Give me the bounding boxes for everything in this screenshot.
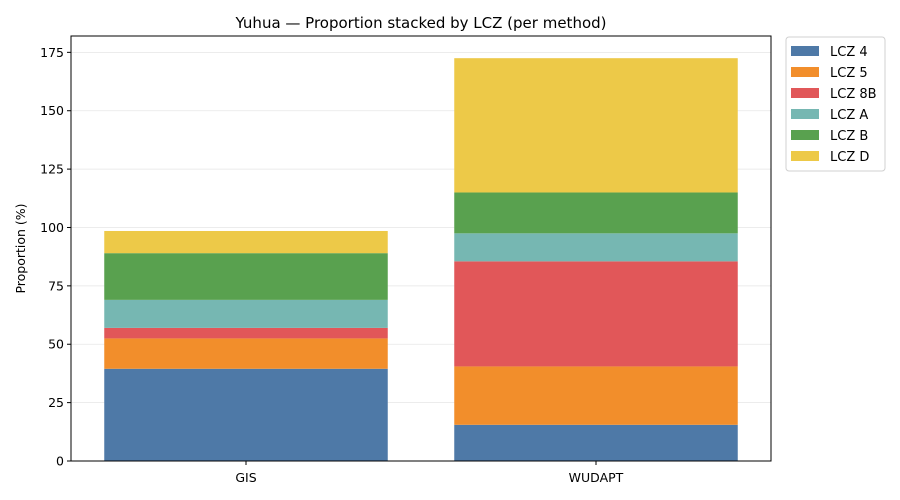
bar-segment-wudapt-lcz-8b xyxy=(454,261,738,367)
legend-label: LCZ D xyxy=(830,150,869,165)
legend-label: LCZ B xyxy=(830,129,868,144)
x-tick-label: WUDAPT xyxy=(569,470,624,485)
plot-frame xyxy=(70,35,772,462)
legend-label: LCZ 8B xyxy=(830,87,877,102)
y-tick-label: 175 xyxy=(40,45,64,60)
y-tick-label: 25 xyxy=(48,395,64,410)
bar-segment-gis-lcz-8b xyxy=(104,327,388,339)
bar-segment-gis-lcz-d xyxy=(104,230,388,254)
legend-label: LCZ A xyxy=(830,108,868,123)
bars xyxy=(104,58,738,461)
legend-swatch xyxy=(791,109,819,119)
y-axis-title: Proportion (%) xyxy=(13,203,28,293)
legend-swatch xyxy=(791,88,819,98)
y-axis-ticks: 0 25 50 75 100 125 150 175 xyxy=(40,45,71,469)
legend-swatch xyxy=(791,67,819,77)
bar-segment-wudapt-lcz-5 xyxy=(454,366,738,425)
legend-swatch xyxy=(791,130,819,140)
y-tick-label: 50 xyxy=(48,337,64,352)
legend-swatch xyxy=(791,46,819,56)
x-tick-label: GIS xyxy=(235,470,256,485)
bar-segment-wudapt-lcz-d xyxy=(454,58,738,193)
legend: LCZ 4 LCZ 5 LCZ 8B LCZ A LCZ B LCZ D xyxy=(785,36,886,172)
y-tick-label: 125 xyxy=(40,162,64,177)
bar-segment-wudapt-lcz-4 xyxy=(454,424,738,461)
legend-swatch xyxy=(791,151,819,161)
legend-label: LCZ 4 xyxy=(830,45,868,60)
y-tick-label: 100 xyxy=(40,220,64,235)
bar-segment-gis-lcz-5 xyxy=(104,338,388,369)
bar-segment-gis-lcz-b xyxy=(104,253,388,300)
bar-segment-wudapt-lcz-b xyxy=(454,192,738,234)
x-axis-ticks: GIS WUDAPT xyxy=(235,461,624,485)
bar-segment-gis-lcz-4 xyxy=(104,368,388,461)
legend-label: LCZ 5 xyxy=(830,66,868,81)
bar-segment-wudapt-lcz-a xyxy=(454,233,738,262)
y-tick-label: 75 xyxy=(48,278,64,293)
y-tick-label: 0 xyxy=(56,454,64,469)
bar-segment-gis-lcz-a xyxy=(104,299,388,328)
chart-title: Yuhua — Proportion stacked by LCZ (per m… xyxy=(234,14,606,32)
y-tick-label: 150 xyxy=(40,103,64,118)
